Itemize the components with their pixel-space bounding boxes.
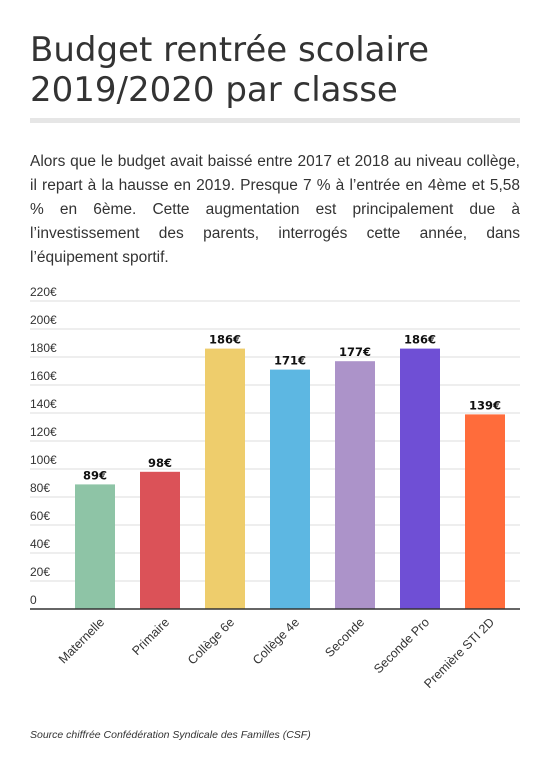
y-tick-label: 200€ — [30, 313, 57, 327]
y-tick-label: 160€ — [30, 369, 57, 383]
source-note: Source chiffrée Confédération Syndicale … — [30, 729, 311, 741]
bar-value-label: 186€ — [209, 333, 241, 347]
bar — [400, 348, 440, 609]
bar-value-label: 98€ — [148, 456, 172, 470]
y-tick-label: 40€ — [30, 537, 50, 551]
y-tick-label: 0 — [30, 593, 37, 607]
title-line-1: Budget rentrée scolaire — [30, 30, 430, 70]
bar-value-label: 171€ — [274, 354, 306, 368]
y-tick-label: 220€ — [30, 285, 57, 299]
bar — [465, 414, 505, 609]
x-category-label: Collège 4e — [250, 615, 302, 667]
y-tick-label: 120€ — [30, 425, 57, 439]
bar — [140, 471, 180, 609]
bar-value-label: 186€ — [404, 333, 436, 347]
title-line-2: 2019/2020 par classe — [30, 70, 398, 110]
x-category-label: Seconde — [322, 615, 367, 660]
y-tick-label: 80€ — [30, 481, 50, 495]
y-tick-label: 140€ — [30, 397, 57, 411]
x-category-label: Première STI 2D — [421, 615, 497, 691]
x-category-label: Primaire — [129, 615, 172, 658]
page-title: Budget rentrée scolaire 2019/2020 par cl… — [30, 30, 520, 110]
bar-chart: 0 20€ 40€ 60€ 80€ 100€ 120€ 140€ 160€ 180€ 200€ 220… — [30, 285, 520, 691]
bar — [335, 361, 375, 609]
x-category-label: Collège 6e — [185, 615, 237, 667]
bar — [270, 369, 310, 609]
intro-paragraph: Alors que le budget avait baissé entre 2… — [30, 153, 520, 266]
bar-value-label: 139€ — [469, 398, 501, 412]
bar-value-label: 177€ — [339, 345, 371, 359]
bar — [75, 484, 115, 609]
y-tick-label: 100€ — [30, 453, 57, 467]
bar-value-label: 89€ — [83, 468, 107, 482]
y-tick-label: 60€ — [30, 509, 50, 523]
y-tick-label: 180€ — [30, 341, 57, 355]
y-tick-label: 20€ — [30, 565, 50, 579]
bar — [205, 348, 245, 609]
title-divider — [30, 118, 520, 123]
x-category-label: Maternelle — [56, 615, 107, 666]
x-category-label: Seconde Pro — [371, 615, 432, 676]
